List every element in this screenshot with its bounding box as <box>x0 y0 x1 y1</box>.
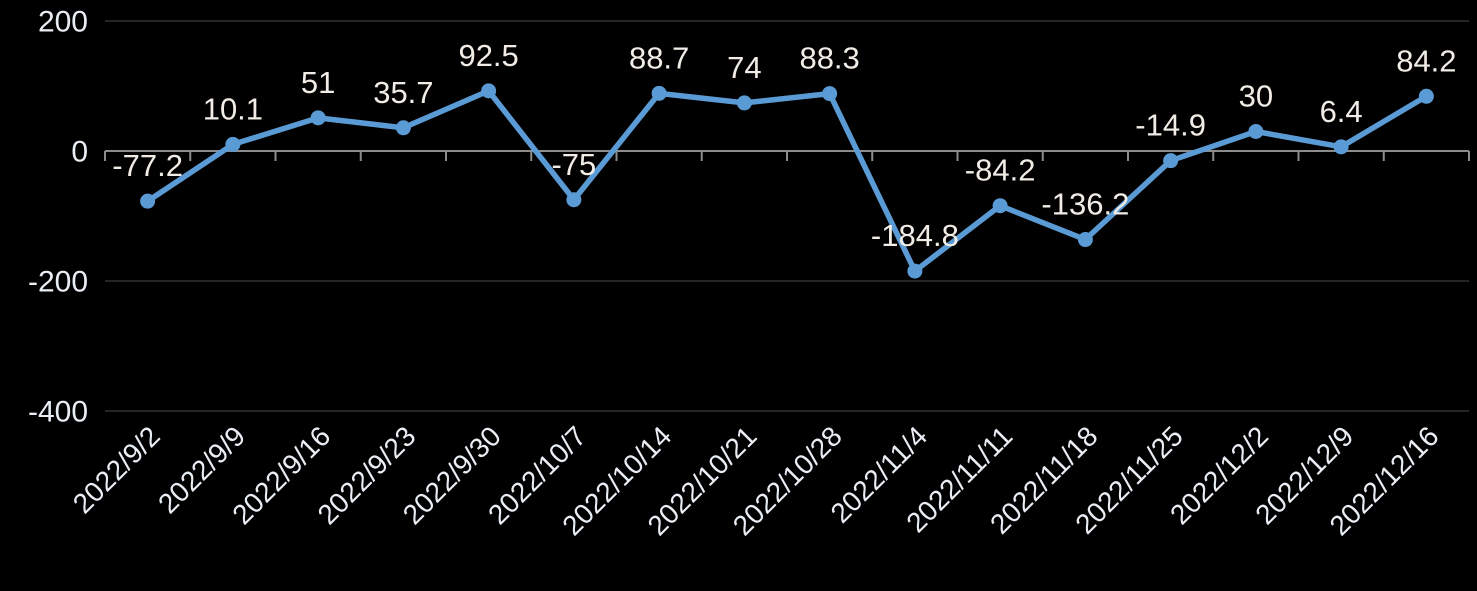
data-label: -75 <box>551 147 596 182</box>
data-label: 88.3 <box>799 41 859 76</box>
data-point-marker[interactable] <box>1163 153 1179 169</box>
data-point-marker[interactable] <box>651 85 667 101</box>
data-point-marker[interactable] <box>481 83 497 99</box>
data-point-marker[interactable] <box>822 86 838 102</box>
data-point-marker[interactable] <box>1333 139 1349 155</box>
data-point-marker[interactable] <box>225 136 241 152</box>
data-point-marker[interactable] <box>395 120 411 136</box>
data-label: -136.2 <box>1041 187 1129 222</box>
data-label: 92.5 <box>458 38 518 73</box>
data-label: 74 <box>727 50 761 85</box>
data-label: 10.1 <box>203 91 263 126</box>
y-axis-label: -400 <box>28 396 88 429</box>
data-label: -77.2 <box>112 148 183 183</box>
data-label: 88.7 <box>629 40 689 75</box>
data-point-marker[interactable] <box>1077 232 1093 248</box>
y-axis-label: 0 <box>71 136 88 169</box>
data-label: 6.4 <box>1320 94 1363 129</box>
data-point-marker[interactable] <box>1418 88 1434 104</box>
data-point-marker[interactable] <box>1248 124 1264 139</box>
data-label: 51 <box>301 65 335 100</box>
data-point-marker[interactable] <box>140 193 156 209</box>
data-label: 35.7 <box>373 75 433 110</box>
data-label: -84.2 <box>965 153 1036 188</box>
data-point-marker[interactable] <box>736 95 752 111</box>
data-point-marker[interactable] <box>310 110 326 126</box>
data-label: -184.8 <box>871 218 959 253</box>
data-label: 84.2 <box>1396 43 1456 78</box>
series-line <box>144 88 1430 274</box>
data-point-marker[interactable] <box>992 198 1008 214</box>
y-axis-label: -200 <box>28 266 88 299</box>
data-label: -14.9 <box>1135 108 1206 143</box>
x-axis-label: 2022/9/2 <box>67 420 166 519</box>
data-point-marker[interactable] <box>566 192 582 208</box>
data-point-marker[interactable] <box>907 263 923 279</box>
data-label: 30 <box>1239 79 1273 114</box>
y-axis-label: 200 <box>38 6 88 39</box>
